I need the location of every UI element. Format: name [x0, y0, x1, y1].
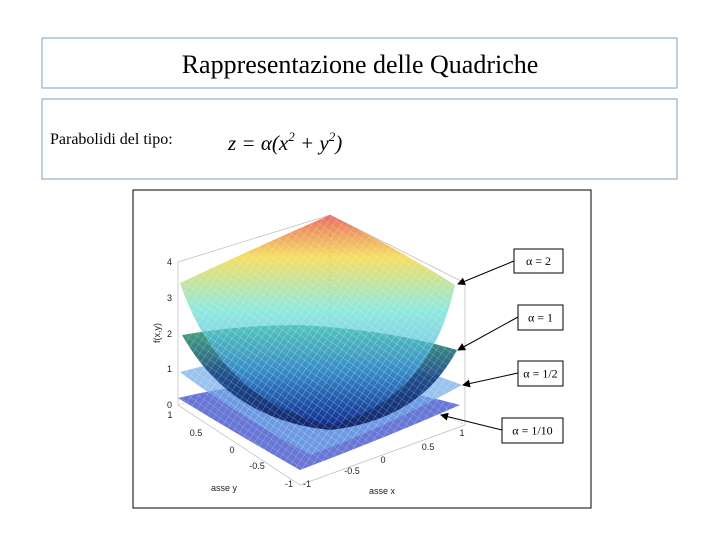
callout-box [501, 417, 564, 444]
mesh [180, 215, 455, 425]
title: Rappresentazione delle Quadriche [182, 50, 539, 79]
z-axis-label: f(x,y) [152, 323, 162, 343]
subtitle: Parabolidi del tipo: [50, 131, 173, 148]
formula-part: + y [295, 131, 330, 155]
callout-box [517, 360, 564, 387]
formula-exponent: 2 [329, 129, 336, 144]
z-tick-label: 4 [167, 257, 172, 267]
y-tick-label: 0 [229, 445, 234, 455]
x-tick-label: -0.5 [344, 466, 360, 476]
callouts: α = 2 α = 1 α = 1/2 α = 1/10 [501, 248, 564, 444]
x-tick-label: -1 [303, 479, 311, 489]
z-tick-label: 0 [167, 400, 172, 410]
y-tick-label: -1 [285, 479, 293, 489]
y-tick-label: -0.5 [249, 461, 265, 471]
z-tick-label: 3 [167, 293, 172, 303]
surfaces [178, 215, 462, 470]
formula-part: ) [334, 131, 342, 155]
subtitle-box [41, 98, 678, 180]
callout-label: α = 1/10 [512, 424, 552, 438]
x-axis-label: asse x [369, 486, 396, 496]
title-box [41, 37, 678, 89]
arrow [457, 316, 519, 351]
formula-exponent: 2 [288, 129, 295, 144]
callout-box [513, 248, 564, 274]
arrow [457, 260, 515, 286]
y-tick-label: 0.5 [190, 428, 203, 438]
formula-part: z = α(x [227, 131, 289, 155]
arrow [462, 372, 519, 388]
arrow [440, 412, 503, 431]
callout-arrows [440, 260, 519, 431]
y-axis-label: asse y [211, 483, 238, 493]
z-tick-label: 1 [167, 364, 172, 374]
callout-label: α = 1 [528, 311, 553, 325]
callout-label: α = 1/2 [523, 367, 557, 381]
x-tick-label: 0.5 [422, 442, 435, 452]
x-tick-label: 0 [380, 455, 385, 465]
callout-label: α = 2 [526, 254, 551, 268]
callout-box [517, 304, 564, 331]
y-tick-label: 1 [167, 410, 172, 420]
x-tick-label: 1 [459, 428, 464, 438]
formula: z = α(x2 + y2) [227, 129, 342, 155]
z-tick-label: 2 [167, 329, 172, 339]
